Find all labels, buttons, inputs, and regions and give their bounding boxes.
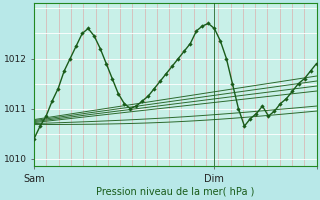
X-axis label: Pression niveau de la mer( hPa ): Pression niveau de la mer( hPa ) xyxy=(96,187,254,197)
